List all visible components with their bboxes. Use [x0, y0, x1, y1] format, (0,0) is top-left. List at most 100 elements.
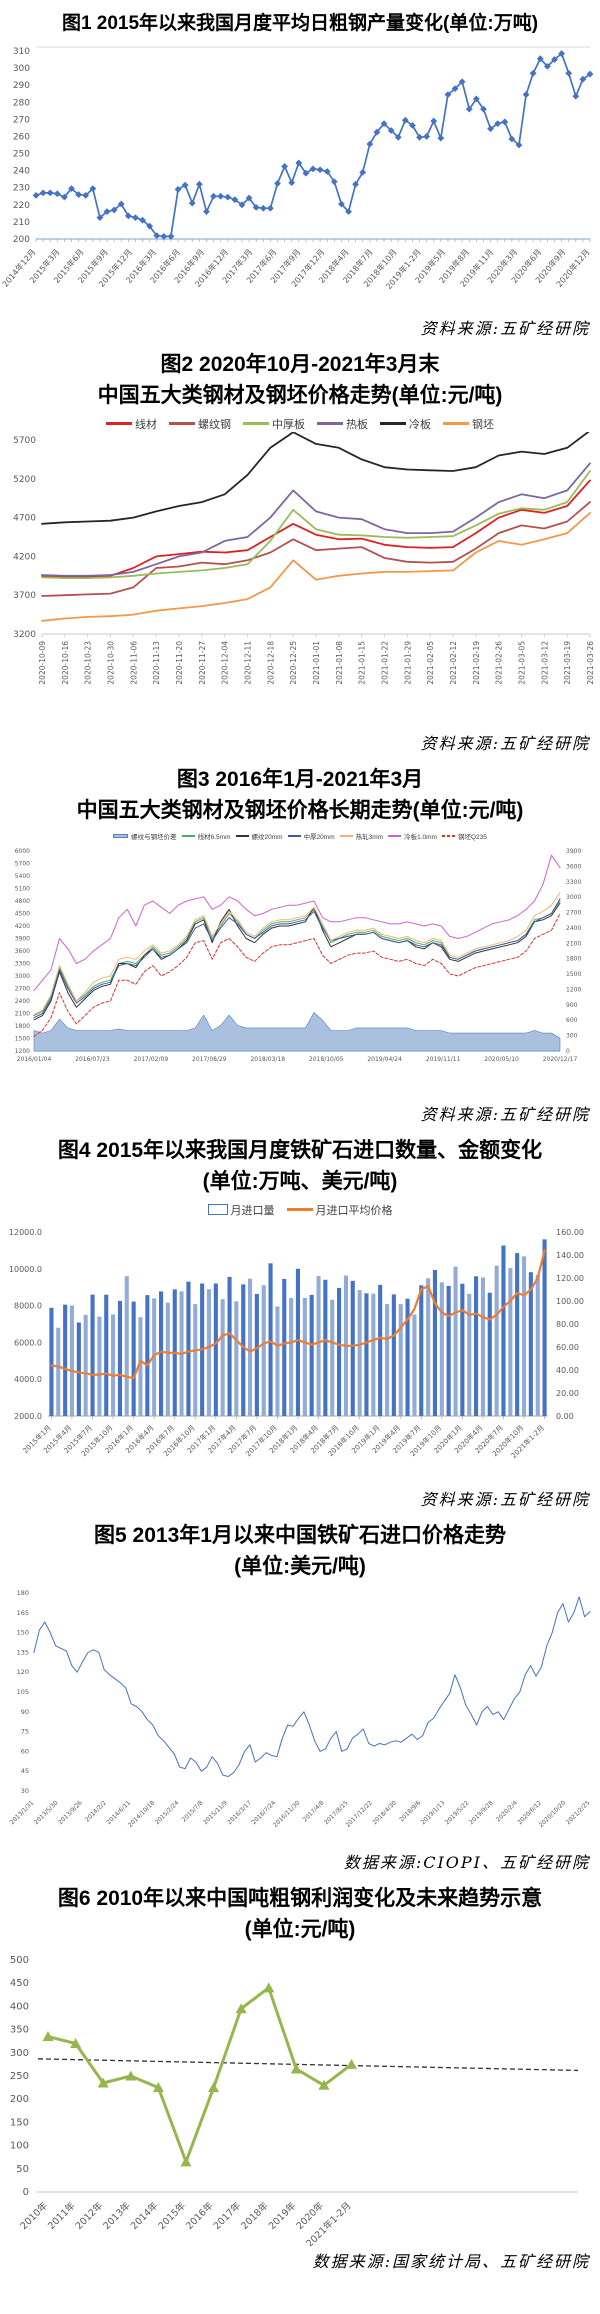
svg-text:210: 210 [13, 217, 30, 227]
svg-text:2021-02-12: 2021-02-12 [449, 640, 458, 684]
legend-label: 线材6.5mm [197, 833, 231, 841]
svg-text:4800: 4800 [15, 898, 30, 905]
svg-text:2021-02-05: 2021-02-05 [426, 640, 435, 684]
svg-text:2019/9/28: 2019/9/28 [468, 1799, 495, 1826]
legend-swatch-line [286, 1208, 313, 1211]
svg-text:2014/2/2: 2014/2/2 [84, 1799, 108, 1823]
fig3-plot: 1200150018002100240027003000330036003900… [15, 848, 582, 1063]
figure-3: 图3 2016年1月-2021年3月 中国五大类钢材及钢坯价格长期走势(单位:元… [0, 764, 600, 1125]
legend-item: 月进口量 [207, 1202, 275, 1218]
figure-4: 图4 2015年以来我国月度铁矿石进口数量、金额变化 (单位:万吨、美元/吨) … [0, 1135, 600, 1510]
svg-text:2019/11/11: 2019/11/11 [426, 1056, 461, 1063]
legend-swatch-line [287, 834, 301, 837]
svg-text:2020-11-20: 2020-11-20 [175, 640, 184, 684]
figure-4-legend: 月进口量 月进口平均价格 [0, 1202, 600, 1218]
figure-2-title: 图2 2020年10月-2021年3月末 中国五大类钢材及钢坯价格走势(单位:元… [0, 349, 600, 412]
svg-text:2000.0: 2000.0 [14, 1412, 42, 1421]
svg-text:3600: 3600 [15, 948, 30, 955]
svg-text:270: 270 [13, 115, 30, 125]
legend-item: 螺纹钢 [169, 416, 231, 432]
figure-3-legend: 螺纹与钢坯价差 线材6.5mm 螺纹20mm 中厚20mm 热轧3mm 冷板1.0mm 钢坯… [0, 831, 600, 841]
figure-2: 图2 2020年10月-2021年3月末 中国五大类钢材及钢坯价格走势(单位:元… [0, 349, 600, 754]
svg-text:75: 75 [21, 1727, 29, 1735]
svg-text:2020/05/10: 2020/05/10 [484, 1056, 519, 1063]
svg-text:250: 250 [10, 2071, 29, 2082]
svg-text:150: 150 [17, 1628, 29, 1636]
svg-text:0: 0 [23, 2187, 29, 2198]
svg-text:280: 280 [13, 98, 30, 108]
svg-text:140.00: 140.00 [556, 1251, 584, 1260]
svg-text:45: 45 [21, 1767, 29, 1775]
svg-text:100.00: 100.00 [556, 1297, 584, 1306]
figure-6-source: 数据来源:国家统计局、五矿经研院 [312, 2251, 590, 2271]
svg-text:600: 600 [566, 1017, 578, 1024]
svg-text:3300: 3300 [15, 960, 30, 967]
svg-text:230: 230 [13, 183, 30, 193]
svg-text:3200: 3200 [13, 630, 36, 640]
svg-text:5700: 5700 [13, 436, 36, 446]
svg-text:2012年: 2012年 [73, 2199, 106, 2232]
svg-text:2021/2/25: 2021/2/25 [565, 1799, 592, 1826]
legend-swatch-line [169, 422, 195, 425]
figure-6-title-line2: (单位:元/吨) [244, 1918, 356, 1941]
svg-text:2020/12/17: 2020/12/17 [543, 1056, 578, 1063]
svg-text:2020/2/4: 2020/2/4 [495, 1799, 519, 1823]
svg-text:2018/03/18: 2018/03/18 [250, 1056, 285, 1063]
svg-text:1800: 1800 [566, 955, 581, 962]
svg-text:300: 300 [13, 64, 30, 74]
fig2-plot: 3200 3700 4200 4700 5200 5700 2020-10-09 2020-1… [13, 431, 595, 684]
svg-text:2021-03-26: 2021-03-26 [586, 640, 595, 684]
legend-swatch-line [181, 834, 195, 837]
legend-swatch-line [388, 834, 402, 837]
figure-4-title-line1: 图4 2015年以来我国月度铁矿石进口数量、金额变化 [57, 1138, 543, 1162]
svg-text:2016年: 2016年 [183, 2199, 216, 2232]
svg-text:250: 250 [13, 149, 30, 159]
svg-text:2013/9/26: 2013/9/26 [57, 1799, 84, 1826]
svg-text:4200: 4200 [13, 552, 36, 562]
figure-2-chart: 3200 3700 4200 4700 5200 5700 2020-10-09 2020-1… [13, 431, 595, 684]
svg-text:2015/11/9: 2015/11/9 [202, 1799, 229, 1826]
svg-text:6000: 6000 [15, 848, 30, 855]
svg-text:4700: 4700 [13, 513, 36, 523]
legend-swatch-line [106, 422, 132, 425]
svg-text:2013/1/31: 2013/1/31 [9, 1799, 36, 1826]
figure-3-title-line2: 中国五大类钢材及钢坯价格长期走势(单位:元/吨) [76, 799, 524, 822]
svg-text:2021-03-12: 2021-03-12 [540, 640, 549, 684]
svg-text:2019/1/13: 2019/1/13 [420, 1799, 447, 1826]
svg-text:1200: 1200 [566, 986, 581, 993]
svg-text:450: 450 [10, 1978, 29, 1989]
svg-text:60.00: 60.00 [556, 1343, 579, 1352]
legend-label: 螺纹钢 [198, 418, 231, 431]
figure-5: 图5 2013年1月以来中国铁矿石进口价格走势 (单位:美元/吨) 30 45 60… [0, 1520, 600, 1873]
legend-item: 热板 [317, 416, 368, 432]
svg-text:2011年: 2011年 [45, 2199, 78, 2232]
figure-1-title: 图1 2015年以来我国月度平均日粗钢产量变化(单位:万吨) [0, 10, 600, 39]
svg-text:165: 165 [17, 1608, 29, 1616]
svg-text:2021-03-19: 2021-03-19 [563, 640, 572, 684]
svg-text:12000.0: 12000.0 [9, 1228, 42, 1237]
svg-text:2013/5/30: 2013/5/30 [33, 1799, 60, 1826]
svg-text:290: 290 [13, 81, 30, 91]
svg-text:2016/01/04: 2016/01/04 [17, 1056, 52, 1063]
svg-text:50: 50 [16, 2163, 29, 2174]
figure-4-chart: 2000.0 4000.0 6000.0 8000.0 10000.0 12000.0 0.… [9, 1228, 584, 1460]
svg-text:2020-12-18: 2020-12-18 [266, 640, 275, 684]
legend-label: 冷板 [409, 418, 431, 431]
figure-2-legend: 线材 螺纹钢 中厚板 热板 冷板 钢坯 [0, 416, 600, 432]
svg-text:4000.0: 4000.0 [14, 1375, 42, 1384]
svg-text:2021-01-22: 2021-01-22 [381, 640, 390, 684]
figure-2-title-line2: 中国五大类钢材及钢坯价格走势(单位:元/吨) [97, 384, 503, 407]
legend-swatch-line [235, 834, 249, 837]
svg-text:2019/5/22: 2019/5/22 [444, 1799, 471, 1826]
svg-text:2020-10-16: 2020-10-16 [61, 640, 70, 684]
legend-item: 冷板 [380, 416, 431, 432]
legend-item: 线材6.5mm [181, 831, 231, 841]
svg-text:5400: 5400 [15, 873, 30, 880]
svg-text:400: 400 [10, 2001, 29, 2012]
figure-4-title-line2: (单位:万吨、美元/吨) [202, 1170, 398, 1193]
svg-text:1800: 1800 [15, 1023, 30, 1030]
svg-text:3900: 3900 [566, 848, 581, 855]
svg-text:2017/08/29: 2017/08/29 [192, 1056, 227, 1063]
svg-text:3700: 3700 [13, 591, 36, 601]
legend-swatch-line [339, 834, 353, 837]
